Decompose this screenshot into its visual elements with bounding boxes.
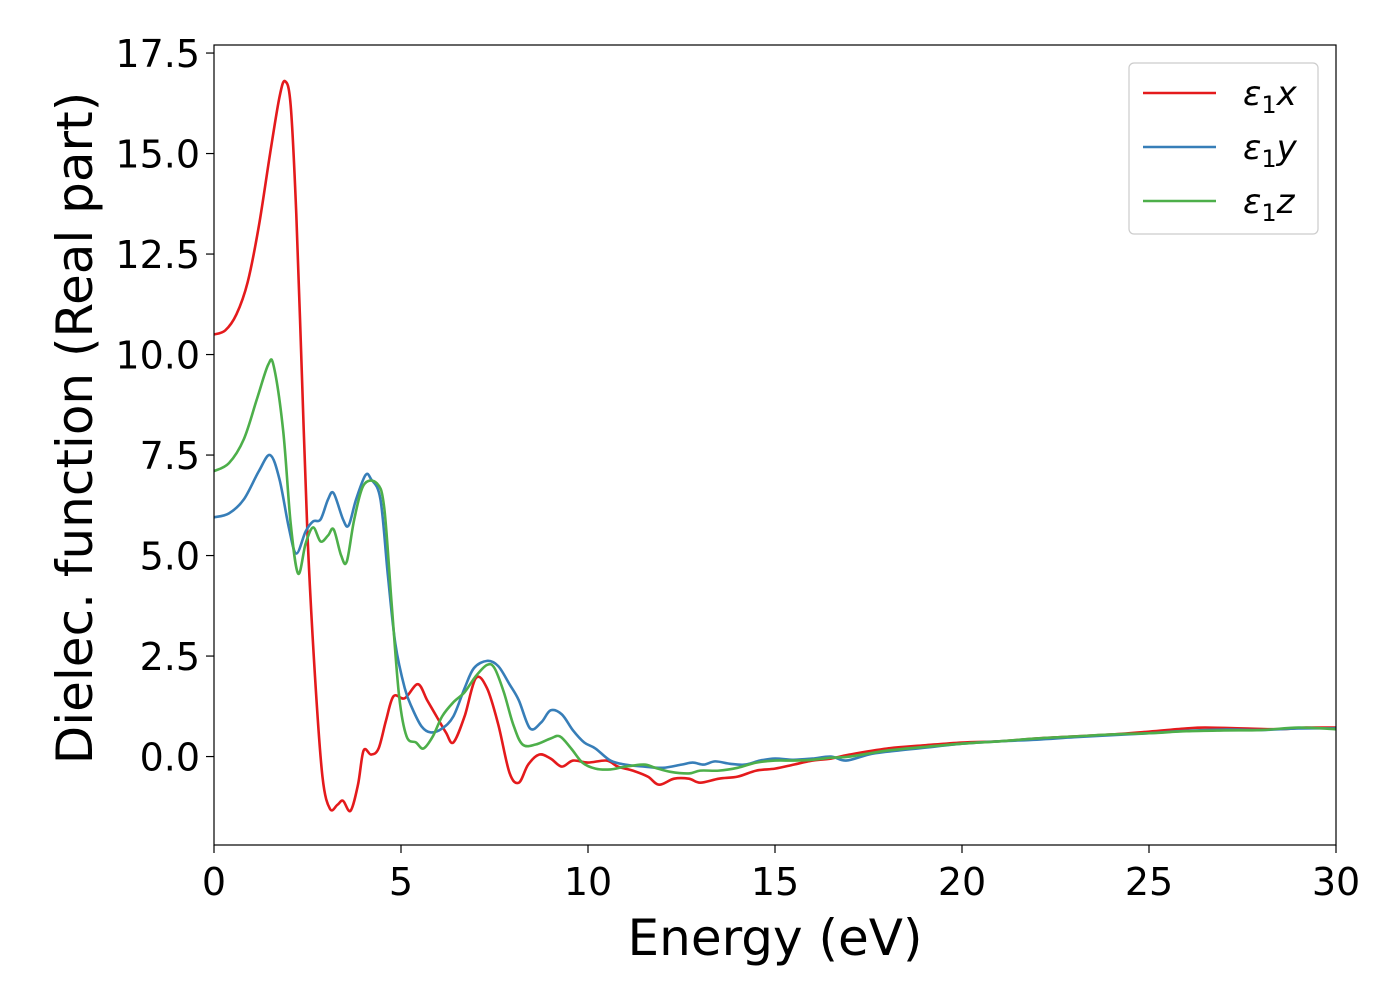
legend-label-z: ε1z [1243,182,1296,227]
series-line-x [214,79,1336,813]
y-tick-label: 17.5 [115,32,200,76]
y-tick-label: 10.0 [115,334,200,378]
series-line-z [214,358,1336,775]
legend: ε1x ε1y ε1z [1128,62,1319,235]
x-tick-label: 25 [1125,860,1173,904]
x-tick-label: 10 [564,860,612,904]
x-tick-label: 15 [751,860,799,904]
y-tick-label: 15.0 [115,133,200,177]
x-tick-label: 30 [1312,860,1360,904]
x-axis-label: Energy (eV) [628,909,923,967]
series-layer [214,79,1336,813]
y-tick-label: 12.5 [115,233,200,277]
x-tick-label: 0 [202,860,226,904]
y-tick-label: 5.0 [140,535,200,579]
y-tick-label: 0.0 [140,736,200,780]
y-axis-label: Dielec. function (Real part) [46,92,104,764]
y-tick-label: 2.5 [140,635,200,679]
legend-label-x: ε1x [1243,74,1298,119]
y-axis: 0.0 2.5 5.0 7.5 10.0 12.5 15.0 17.5 [115,32,214,780]
legend-label-y: ε1y [1243,128,1298,173]
y-tick-label: 7.5 [140,434,200,478]
x-tick-label: 5 [389,860,413,904]
x-axis: 0 5 10 15 20 25 30 [202,845,1360,904]
legend-box [1128,62,1319,235]
x-tick-label: 20 [938,860,986,904]
